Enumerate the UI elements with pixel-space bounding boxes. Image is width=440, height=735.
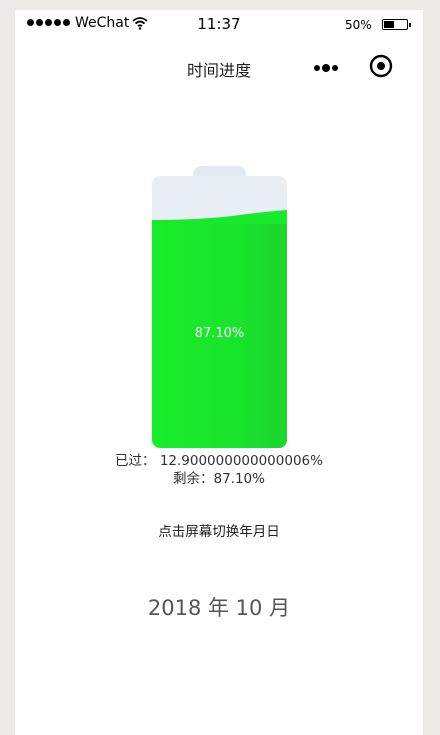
- close-miniprogram-button[interactable]: [369, 54, 393, 78]
- remaining-text: 剩余：87.10%: [173, 471, 265, 487]
- signal-strength-icon: [27, 19, 70, 26]
- page-title: 时间进度: [186, 61, 251, 80]
- carrier-name: WeChat: [75, 15, 130, 31]
- battery-icon: [382, 19, 411, 30]
- wifi-icon: [132, 17, 148, 30]
- more-dot-icon: [314, 65, 320, 71]
- more-options-button[interactable]: [311, 58, 341, 78]
- more-dot-icon: [332, 65, 338, 71]
- phone-screen[interactable]: WeChat 11:37 50% 时间进度 87.10% 已过： 12.9000…: [15, 10, 423, 735]
- progress-percent-label: 87.10%: [194, 326, 245, 341]
- battery-percentage: 50%: [345, 18, 372, 32]
- elapsed-text: 已过： 12.900000000000006%: [115, 453, 323, 469]
- battery-icon-nub: [409, 23, 411, 27]
- battery-wave: [152, 210, 287, 224]
- battery-graphic-level: [152, 223, 287, 448]
- more-dot-icon: [322, 64, 330, 72]
- battery-icon-fill: [384, 21, 394, 28]
- status-bar: WeChat 11:37 50%: [15, 10, 423, 44]
- toggle-hint-text[interactable]: 点击屏幕切换年月日: [158, 524, 280, 540]
- status-time: 11:37: [197, 15, 241, 33]
- current-period: 2018 年 10 月: [147, 596, 291, 620]
- battery-graphic[interactable]: 87.10%: [152, 176, 287, 448]
